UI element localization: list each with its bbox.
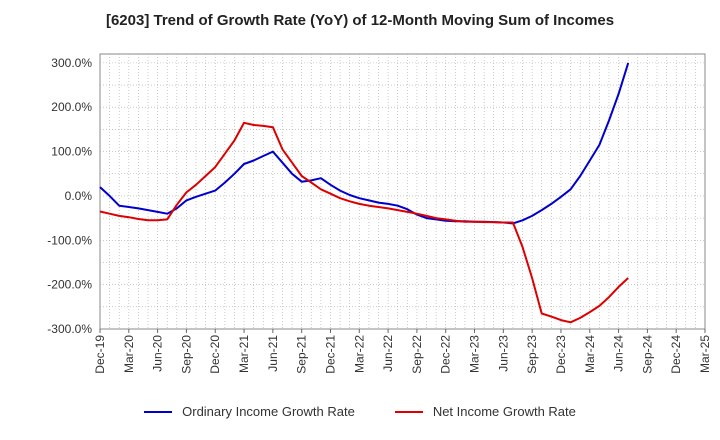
grid-layer [100,54,705,329]
chart-title: [6203] Trend of Growth Rate (YoY) of 12-… [105,12,615,29]
x-tick-label: Sep-21 [295,335,309,374]
x-tick-label: Jun-22 [381,335,395,372]
y-tick-label: 100.0% [51,145,92,159]
legend-swatch-net [394,410,423,413]
legend-item-ordinary: Ordinary Income Growth Rate [144,404,355,419]
x-tick-label: Jun-21 [266,335,280,372]
x-tick-label: Mar-20 [122,335,136,373]
y-tick-label: 300.0% [51,56,92,70]
y-tick-label: 200.0% [51,100,92,114]
x-tick-label: Jun-20 [151,335,165,372]
x-tick-label: Sep-24 [640,335,654,374]
y-tick-label: 0.0% [65,189,93,203]
x-tick-label: Dec-22 [439,335,453,374]
x-tick-label: Mar-24 [583,335,597,373]
legend-label-net: Net Income Growth Rate [432,404,576,419]
legend: Ordinary Income Growth Rate Net Income G… [0,404,720,419]
y-tick-label: -200.0% [47,278,92,292]
x-tick-label: Sep-22 [410,335,424,374]
series-layer [99,62,630,324]
series-line-net-income [99,121,629,324]
legend-label-ordinary: Ordinary Income Growth Rate [182,404,355,419]
x-tick-label: Dec-21 [323,335,337,374]
y-tick-label: -100.0% [47,233,92,247]
x-tick-label: Dec-20 [208,335,222,374]
y-tick-label: -300.0% [47,322,92,336]
x-tick-label: Jun-24 [612,335,626,372]
x-tick-label: Dec-19 [93,335,107,374]
x-tick-label: Mar-21 [237,335,251,373]
series-line-ordinary-income [99,62,630,225]
x-tick-label: Mar-23 [468,335,482,373]
legend-swatch-ordinary [144,410,173,413]
x-tick-label: Sep-20 [179,335,193,374]
x-tick-label: Mar-25 [698,335,712,373]
plot-area [99,53,706,330]
x-tick-label: Jun-23 [496,335,510,372]
x-tick-label: Sep-23 [525,335,539,374]
x-tick-label: Mar-22 [352,335,366,373]
legend-item-net: Net Income Growth Rate [394,404,576,419]
x-axis: Dec-19 Mar-20 Jun-20 Sep-20 Dec-20 Mar-21 Jun-… [93,329,712,374]
x-tick-label: Dec-24 [669,335,683,374]
y-axis: 300.0% 200.0% 100.0% 0.0% -100.0% -200.0% -300… [47,56,92,336]
x-tick-label: Dec-23 [554,335,568,374]
